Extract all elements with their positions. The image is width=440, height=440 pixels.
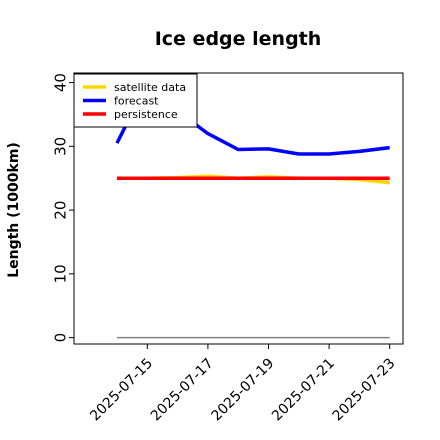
plot-area: 0102030402025-07-152025-07-172025-07-192… xyxy=(51,72,404,425)
y-tick-label: 0 xyxy=(51,333,69,343)
legend-entry: forecast xyxy=(114,95,159,108)
x-tick-label: 2025-07-23 xyxy=(330,356,399,425)
y-tick-label: 40 xyxy=(51,73,69,92)
x-tick-label: 2025-07-17 xyxy=(148,356,217,425)
chart-title: Ice edge length xyxy=(155,28,322,50)
legend-entry: satellite data xyxy=(114,81,186,94)
y-tick-label: 20 xyxy=(51,201,69,220)
y-axis-label: Length (1000km) xyxy=(6,142,22,278)
x-tick-label: 2025-07-15 xyxy=(87,356,156,425)
y-tick-label: 10 xyxy=(51,264,69,283)
x-tick-label: 2025-07-19 xyxy=(208,356,277,425)
y-tick-label: 30 xyxy=(51,137,69,156)
legend-entry: persistence xyxy=(114,108,178,121)
x-tick-label: 2025-07-21 xyxy=(269,356,338,425)
axes-frame xyxy=(73,72,404,345)
